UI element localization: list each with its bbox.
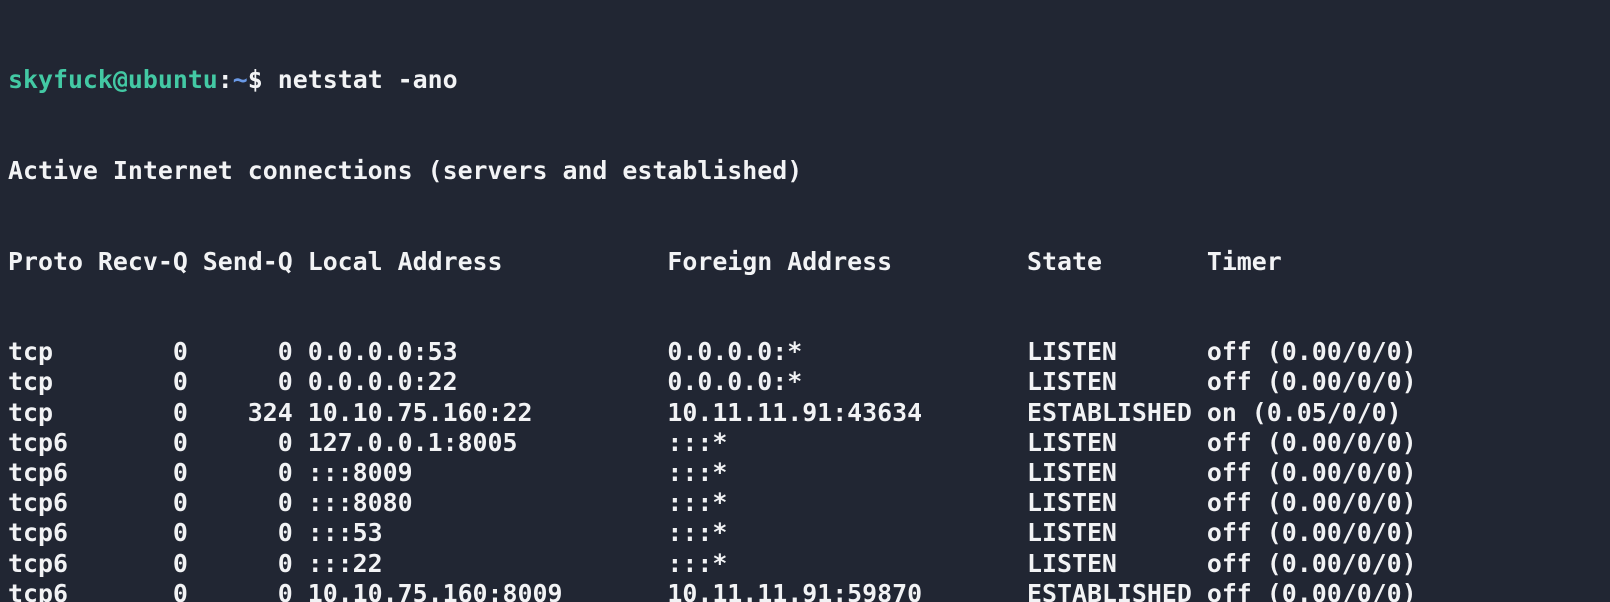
netstat-header-line: Proto Recv-Q Send-Q Local Address Foreig… — [8, 246, 1282, 276]
connection-row: tcp6 0 0 :::22 :::* LISTEN off (0.00/0/0… — [8, 548, 1417, 578]
prompt-separator: : — [217, 65, 233, 95]
connection-row: tcp6 0 0 :::8009 :::* LISTEN off (0.00/0… — [8, 457, 1417, 487]
netstat-summary-line: Active Internet connections (servers and… — [8, 156, 803, 185]
netstat-rows: tcp 0 0 0.0.0.0:53 0.0.0.0:* LISTEN off … — [8, 337, 1610, 602]
prompt-line: skyfuck@ubuntu:~$ netstat -ano — [8, 65, 1610, 95]
prompt-symbol: $ — [247, 65, 263, 95]
prompt-cwd: ~ — [232, 65, 248, 95]
connection-row: tcp 0 0 0.0.0.0:53 0.0.0.0:* LISTEN off … — [8, 337, 1417, 367]
connection-row: tcp6 0 0 127.0.0.1:8005 :::* LISTEN off … — [8, 427, 1417, 457]
command-text: netstat -ano — [277, 65, 458, 95]
connection-row: tcp6 0 0 10.10.75.160:8009 10.11.11.91:5… — [8, 578, 1417, 602]
connection-row: tcp 0 0 0.0.0.0:22 0.0.0.0:* LISTEN off … — [8, 367, 1417, 397]
prompt-user-host: skyfuck@ubuntu — [8, 65, 218, 95]
connection-row: tcp6 0 0 :::53 :::* LISTEN off (0.00/0/0… — [8, 518, 1417, 548]
connection-row: tcp6 0 0 :::8080 :::* LISTEN off (0.00/0… — [8, 488, 1417, 518]
connection-row: tcp 0 324 10.10.75.160:22 10.11.11.91:43… — [8, 397, 1402, 427]
